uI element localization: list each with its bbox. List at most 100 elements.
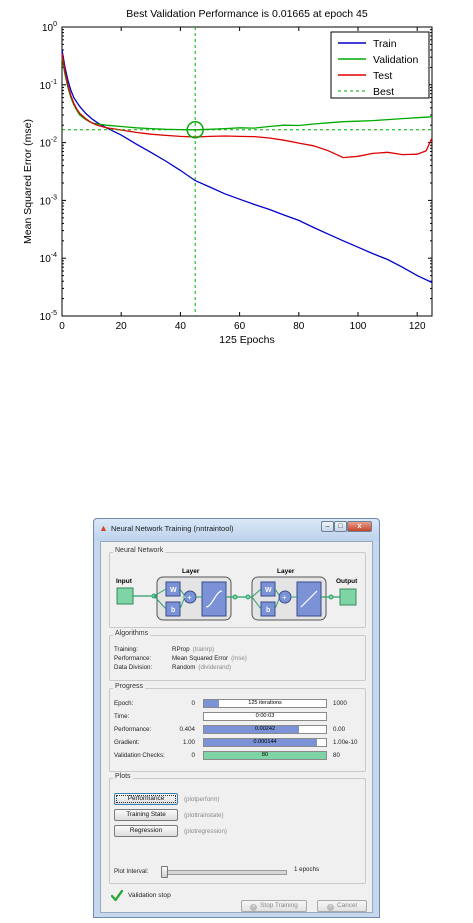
matlab-logo-icon: ▲ — [99, 523, 108, 533]
window-title: Neural Network Training (nntraintool) — [111, 524, 234, 533]
algorithm-label: Data Division: — [114, 664, 153, 671]
progress-label: Validation Checks: — [114, 752, 165, 759]
status-text: Validation stop — [128, 892, 171, 899]
plot-interval-value: 1 epochs — [294, 866, 320, 873]
series-line-train — [61, 49, 433, 284]
plot-interval-slider-thumb[interactable] — [161, 866, 168, 878]
best-point-marker — [186, 121, 204, 139]
progress-bar-fill — [204, 752, 326, 759]
progress-end-value: 80 — [333, 752, 340, 759]
y-tick-label: 10-5 — [40, 310, 57, 323]
algorithms-group: Algorithms Training: RProp (trainrp) Perfor… — [109, 630, 366, 681]
progress-label: Gradient: — [114, 739, 140, 746]
progress-bar-text: 80 — [261, 752, 269, 758]
plot-function-label: (plotperform) — [184, 796, 220, 803]
legend-label-test: Test — [373, 70, 392, 82]
x-axis-label: 125 Epochs — [219, 334, 274, 346]
algorithm-function: (trainrp) — [192, 646, 215, 653]
stop-training-button[interactable]: × Stop Training — [241, 900, 307, 912]
progress-start-value: 1.00 — [182, 739, 195, 746]
plot-interval-track[interactable] — [161, 870, 287, 875]
plot-regression-button[interactable]: Regression — [114, 825, 178, 837]
progress-bar-text: 0.00242 — [254, 726, 276, 732]
x-tick-label: 40 — [175, 321, 187, 332]
layer-2-w: W — [265, 587, 272, 594]
x-tick-label: 80 — [293, 321, 305, 332]
series-line-test — [61, 53, 433, 159]
x-tick-label: 120 — [409, 321, 426, 332]
progress-end-value: 1000 — [333, 700, 347, 707]
cancel-label: Cancel — [337, 902, 357, 909]
progress-start-value: 0 — [191, 700, 195, 707]
x-tick-label: 20 — [116, 321, 128, 332]
stop-icon: × — [250, 904, 258, 911]
layer-1-sum-sign: + — [187, 593, 192, 602]
progress-start-value: 0.404 — [179, 726, 195, 733]
progress-bar-fill — [204, 726, 300, 733]
progress-bar: 80 — [203, 751, 327, 760]
layer-2-label: Layer — [277, 568, 295, 575]
y-tick-label: 10-3 — [40, 194, 57, 207]
progress-bar: 125 iterations — [203, 699, 327, 708]
x-tick-label: 0 — [59, 321, 65, 332]
y-tick-label: 10-4 — [40, 252, 57, 265]
progress-label: Time: — [114, 713, 130, 720]
layer-1-b: b — [171, 607, 175, 614]
x-tick-label: 60 — [234, 321, 246, 332]
algorithm-value: Mean Squared Error — [172, 655, 229, 662]
y-tick-label: 10-1 — [40, 79, 57, 92]
output-label: Output — [336, 578, 358, 585]
algorithm-function: (dividerand) — [198, 664, 232, 671]
minimize-button[interactable]: – — [321, 521, 334, 532]
maximize-button[interactable]: □ — [334, 521, 347, 532]
plot-training-state-button[interactable]: Training State — [114, 809, 178, 821]
plot-function-label: (plottrainstate) — [184, 812, 224, 819]
progress-start-value: 0 — [191, 752, 195, 759]
tansig-icon — [205, 590, 223, 608]
output-block — [339, 588, 357, 606]
y-tick-label: 10-2 — [40, 137, 57, 150]
group-title: Neural Network — [113, 547, 166, 554]
algorithm-value: Random — [172, 664, 196, 671]
progress-bar: 0.00242 — [203, 725, 327, 734]
purelin-icon — [300, 590, 318, 608]
legend-label-validation: Validation — [373, 54, 418, 66]
cancel-button[interactable]: × Cancel — [317, 900, 367, 912]
algorithm-label: Performance: — [114, 655, 152, 662]
progress-bar-fill — [204, 700, 220, 707]
x-tick-label: 100 — [350, 321, 367, 332]
plots-group: Plots Performance (plotperform) Training S… — [109, 773, 366, 884]
input-block — [116, 587, 134, 605]
performance-chart: 0 20 40 60 80 100 120 100 10-1 10-2 10-3 10-4 10-5 Be… — [22, 8, 433, 346]
legend-label-train: Train — [373, 38, 397, 50]
progress-bar-text: 125 iterations — [248, 700, 282, 706]
progress-label: Epoch: — [114, 700, 134, 707]
y-tick-label: 100 — [42, 21, 57, 34]
plot-performance-button[interactable]: Performance — [114, 793, 178, 805]
neural-network-group: Neural Network Input Layer W b + — [109, 547, 366, 628]
network-diagram: Input Layer W b + Layer — [116, 568, 358, 621]
title-bar[interactable]: ▲ Neural Network Training (nntraintool) … — [94, 519, 379, 541]
stop-training-label: Stop Training — [260, 902, 298, 909]
y-axis-label: Mean Squared Error (mse) — [22, 119, 34, 244]
progress-end-value: 1.00e-10 — [333, 739, 358, 746]
algorithm-value: RProp — [172, 646, 190, 653]
progress-bar: 0:00:03 — [203, 712, 327, 721]
close-button[interactable]: x — [347, 521, 372, 532]
cancel-icon: × — [327, 904, 335, 911]
plot-interval-label: Plot Interval: — [114, 868, 149, 875]
progress-group: Progress Epoch: 0 125 iterations 1000 Time: 0… — [109, 683, 366, 772]
layer-2-b: b — [266, 607, 270, 614]
performance-plot: 0 20 40 60 80 100 120 100 10-1 10-2 10-3 10-4 10-5 Be… — [0, 0, 473, 360]
progress-bar-fill — [204, 739, 318, 746]
layer-1-w: W — [170, 587, 177, 594]
algorithm-function: (mse) — [231, 655, 247, 662]
chart-title: Best Validation Performance is 0.01665 a… — [126, 8, 368, 20]
progress-bar: 0.000144 — [203, 738, 327, 747]
progress-end-value: 0.00 — [333, 726, 346, 733]
nntraintool-window: ▲ Neural Network Training (nntraintool) … — [93, 518, 380, 918]
algorithm-label: Training: — [114, 646, 138, 653]
green-check-icon — [111, 890, 123, 901]
group-title: Progress — [113, 683, 146, 690]
window-client: Neural Network Input Layer W b + — [100, 541, 373, 913]
